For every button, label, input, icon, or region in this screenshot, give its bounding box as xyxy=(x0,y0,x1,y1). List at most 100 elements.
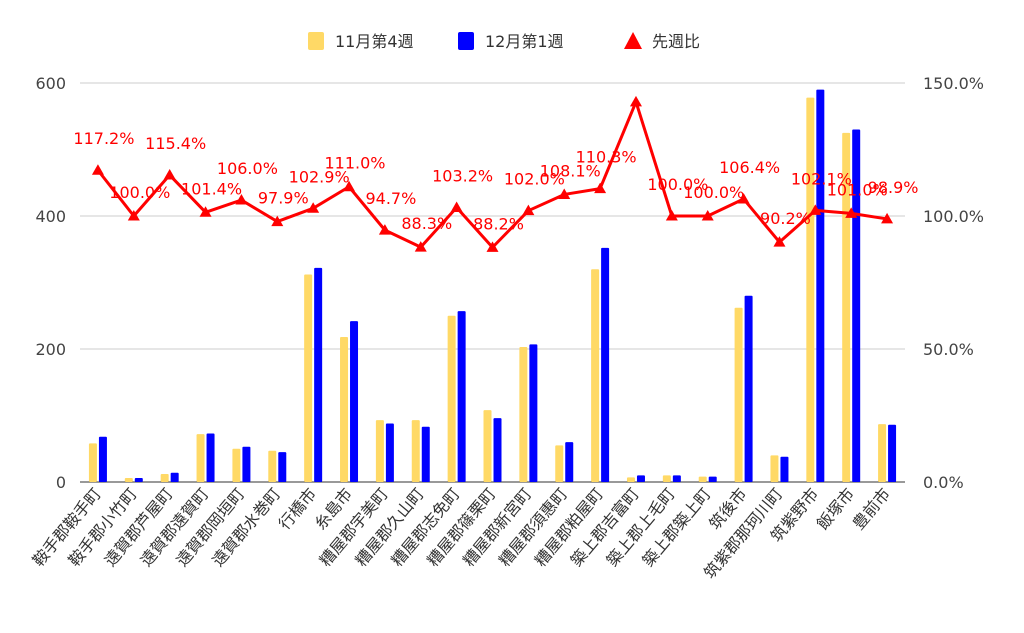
ratio-point[interactable] xyxy=(809,204,822,215)
bar-11月第4週[interactable] xyxy=(160,474,169,482)
bar-11月第4週[interactable] xyxy=(555,445,564,482)
ratio-point[interactable] xyxy=(629,95,642,107)
ratio-point[interactable] xyxy=(558,188,571,199)
bar-12月第1週[interactable] xyxy=(529,344,538,482)
category-label: 豊前市 xyxy=(849,484,894,533)
bar-12月第1週[interactable] xyxy=(780,456,789,482)
bar-11月第4週[interactable] xyxy=(878,424,887,482)
bar-11月第4週[interactable] xyxy=(662,475,671,482)
ratio-point[interactable] xyxy=(414,241,427,252)
ratio-point[interactable] xyxy=(127,210,140,221)
category-label: 行橋市 xyxy=(275,484,320,533)
bar-12月第1週[interactable] xyxy=(493,418,502,482)
ratio-point[interactable] xyxy=(163,169,176,180)
bar-12月第1週[interactable] xyxy=(888,424,897,482)
bar-12月第1週[interactable] xyxy=(278,452,287,482)
category-label: 飯塚市 xyxy=(813,484,858,533)
ratio-point[interactable] xyxy=(881,212,894,224)
legend-label[interactable]: 12月第1週 xyxy=(485,32,564,51)
ratio-point[interactable] xyxy=(522,204,535,216)
bar-12月第1週[interactable] xyxy=(601,247,610,482)
bar-12月第1週[interactable] xyxy=(98,436,107,482)
bar-11月第4週[interactable] xyxy=(375,420,384,482)
bar-12月第1週[interactable] xyxy=(744,295,753,482)
legend-label[interactable]: 11月第4週 xyxy=(335,32,414,51)
left-tick-label: 600 xyxy=(35,74,66,93)
bar-12月第1週[interactable] xyxy=(242,446,251,482)
ratio-data-label: 98.9% xyxy=(868,178,919,197)
bars xyxy=(88,89,897,483)
ratio-point[interactable] xyxy=(773,236,786,247)
ratio-point[interactable] xyxy=(594,182,607,194)
bar-12月第1週[interactable] xyxy=(672,475,681,482)
bar-11月第4週[interactable] xyxy=(124,478,133,482)
bar-11月第4週[interactable] xyxy=(770,455,779,482)
bar-12月第1週[interactable] xyxy=(385,423,394,482)
right-tick-label: 50.0% xyxy=(923,340,974,359)
bar-12月第1週[interactable] xyxy=(421,426,430,482)
bar-11月第4週[interactable] xyxy=(698,476,707,482)
ratio-point[interactable] xyxy=(271,215,284,227)
legend-swatch xyxy=(624,32,642,49)
bar-12月第1週[interactable] xyxy=(350,321,359,482)
ratio-point[interactable] xyxy=(378,224,391,235)
bar-11月第4週[interactable] xyxy=(591,269,600,482)
bar-12月第1週[interactable] xyxy=(314,267,323,482)
ratio-point[interactable] xyxy=(737,192,750,204)
bar-11月第4週[interactable] xyxy=(519,347,528,482)
bar-12月第1週[interactable] xyxy=(206,433,215,482)
bar-11月第4週[interactable] xyxy=(268,450,277,482)
ratio-point[interactable] xyxy=(450,201,463,212)
ratio-data-label: 103.2% xyxy=(432,166,493,185)
left-tick-label: 0 xyxy=(56,473,66,492)
bar-12月第1週[interactable] xyxy=(636,475,645,482)
ratio-data-label: 106.0% xyxy=(217,159,278,178)
ratio-data-label: 100.0% xyxy=(109,183,170,202)
bar-11月第4週[interactable] xyxy=(734,307,743,482)
ratio-data-label: 90.2% xyxy=(760,209,811,228)
ratio-labels: 117.2% 100.0% 115.4% 101.4%106.0% 97.9% 102.9… xyxy=(73,129,918,233)
left-tick-label: 200 xyxy=(35,340,66,359)
ratio-point[interactable] xyxy=(91,164,104,175)
bar-11月第4週[interactable] xyxy=(411,420,420,482)
bar-11月第4週[interactable] xyxy=(842,132,851,482)
ratio-data-label: 101.0% xyxy=(827,180,888,199)
ratio-point[interactable] xyxy=(199,206,212,217)
bar-11月第4週[interactable] xyxy=(340,337,349,482)
ratio-data-label: 88.2% xyxy=(473,214,524,233)
ratio-point[interactable] xyxy=(235,194,248,205)
bar-11月第4週[interactable] xyxy=(88,443,97,482)
bar-12月第1週[interactable] xyxy=(708,476,717,482)
ratio-point[interactable] xyxy=(343,180,356,192)
bar-11月第4週[interactable] xyxy=(447,315,456,482)
bar-11月第4週[interactable] xyxy=(196,434,205,482)
ratio-point[interactable] xyxy=(701,210,714,221)
ratio-data-label: 88.3% xyxy=(401,214,452,233)
bar-11月第4週[interactable] xyxy=(483,410,492,482)
bar-12月第1週[interactable] xyxy=(170,472,179,482)
ratio-data-label: 100.0% xyxy=(683,183,744,202)
ratio-data-label: 101.4% xyxy=(181,179,242,198)
ratio-data-label: 117.2% xyxy=(73,129,134,148)
gridlines xyxy=(80,82,905,483)
ratio-point[interactable] xyxy=(307,202,320,213)
ratio-data-label: 111.0% xyxy=(325,154,386,173)
bar-12月第1週[interactable] xyxy=(134,478,143,482)
ratio-point[interactable] xyxy=(845,207,858,218)
bar-11月第4週[interactable] xyxy=(806,97,815,482)
bar-11月第4週[interactable] xyxy=(232,448,241,482)
bar-12月第1週[interactable] xyxy=(816,89,825,483)
bar-11月第4週[interactable] xyxy=(626,477,635,482)
ratio-point[interactable] xyxy=(486,241,499,252)
ratio-data-label: 94.7% xyxy=(365,189,416,208)
bar-12月第1週[interactable] xyxy=(565,442,574,482)
legend-swatch xyxy=(458,32,474,50)
legend[interactable]: 11月第4週 12月第1週 先週比 xyxy=(308,32,700,51)
bar-12月第1週[interactable] xyxy=(457,311,466,482)
bar-11月第4週[interactable] xyxy=(304,274,313,482)
ratio-data-label: 108.1% xyxy=(540,161,601,180)
ratio-point[interactable] xyxy=(665,210,678,221)
legend-label[interactable]: 先週比 xyxy=(652,32,700,51)
